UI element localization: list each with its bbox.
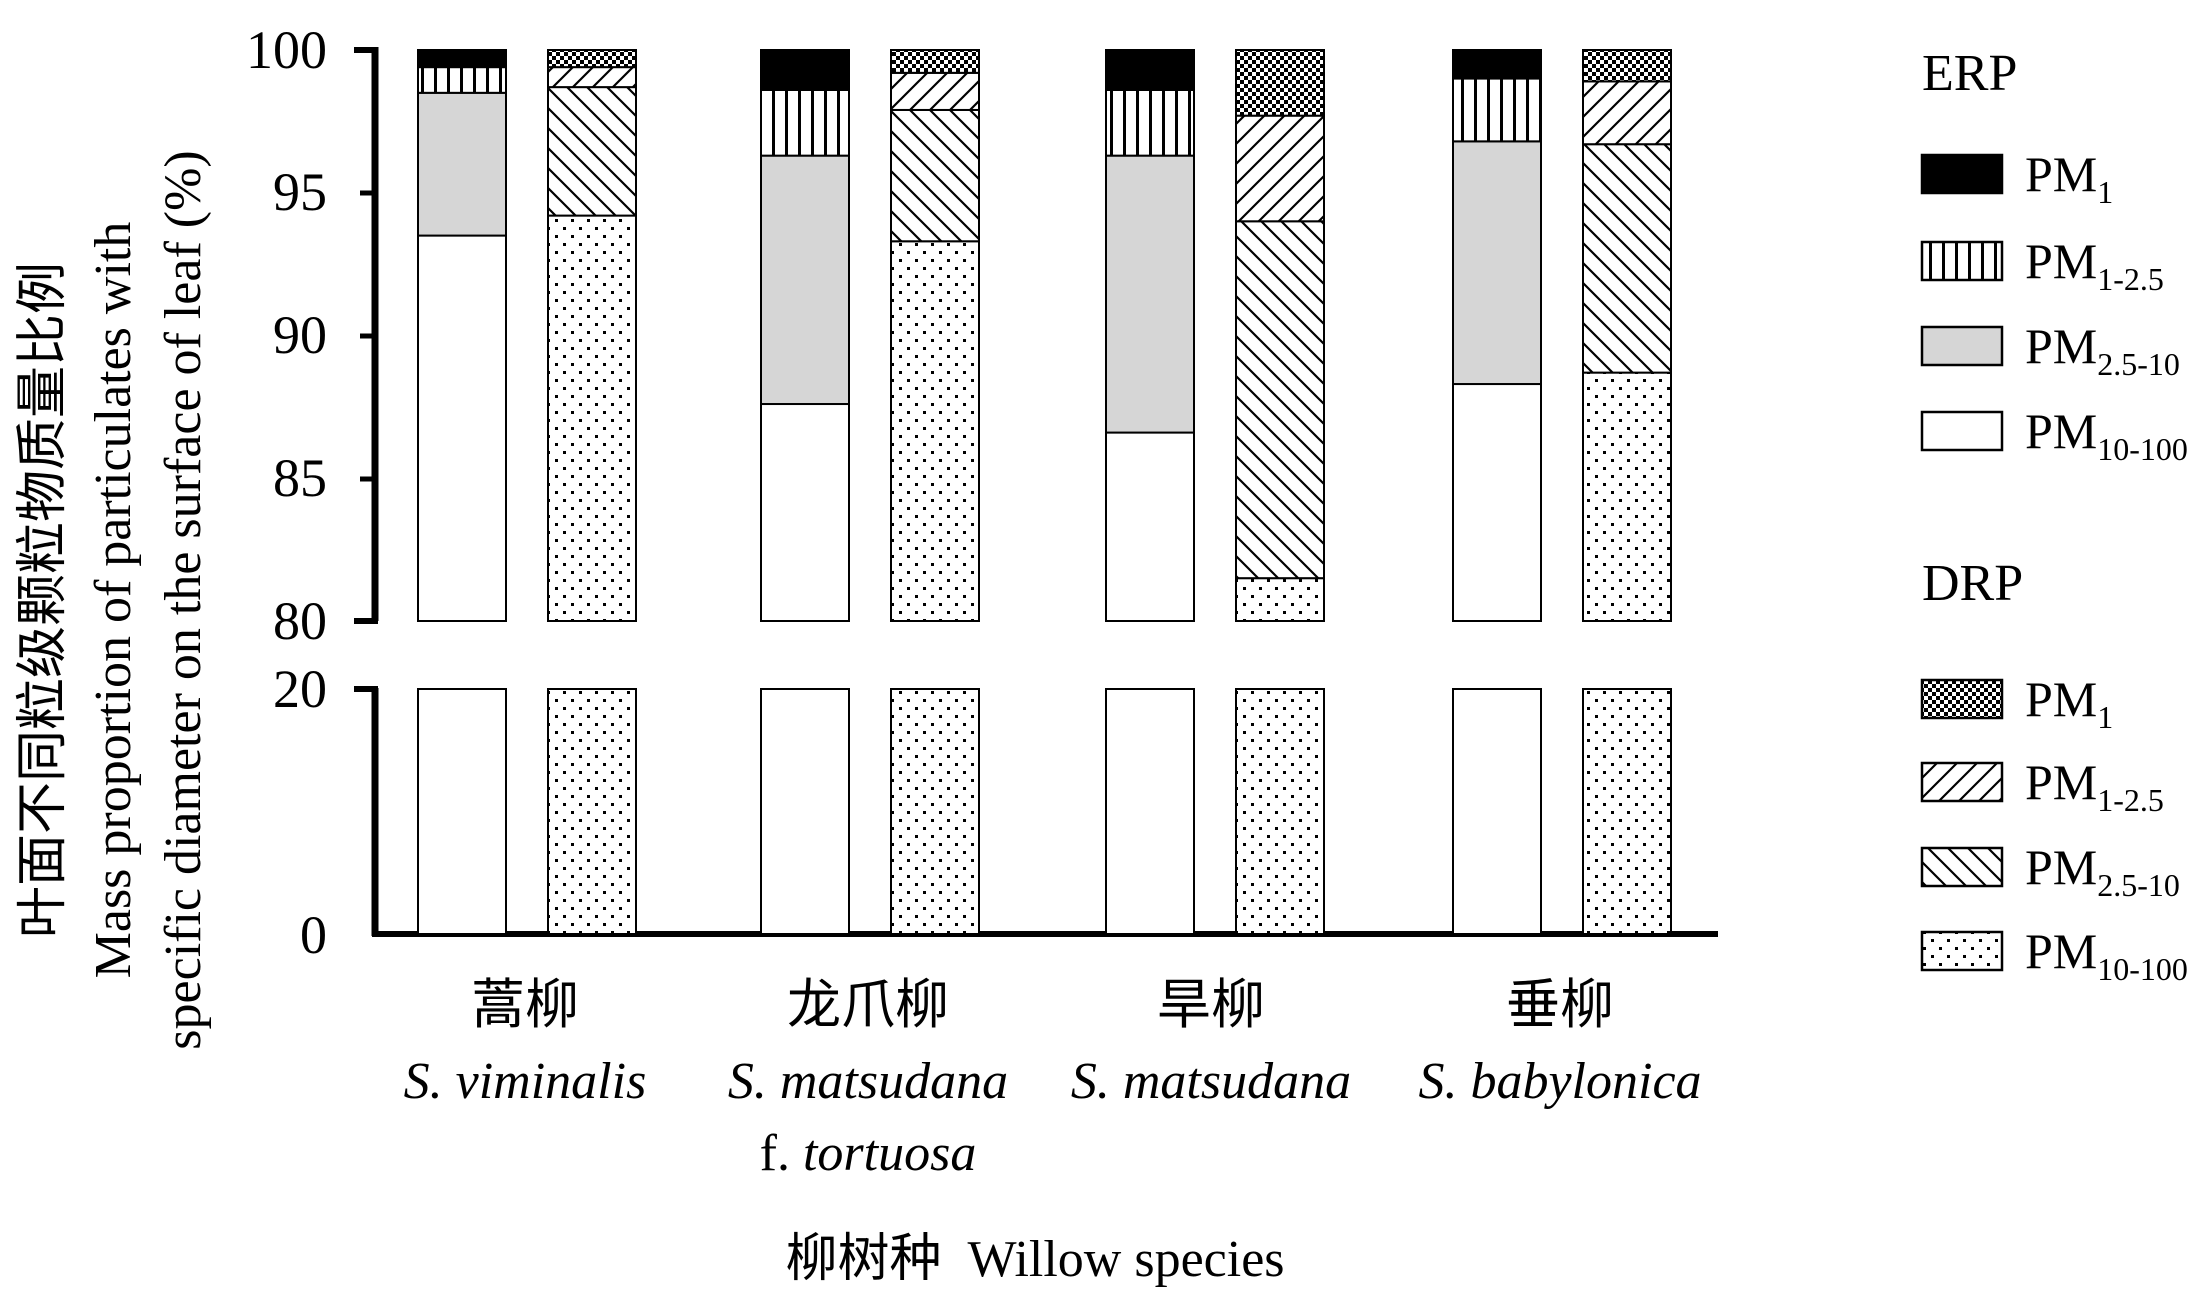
y-axis-title-en-line2: specific diameter on the surface of leaf…	[155, 150, 212, 1049]
erp-bar-segment-pm2.5-10	[1105, 154, 1195, 434]
drp-bar-segment-pm2.5-10	[1235, 220, 1325, 580]
drp-bar-segment-pm2.5-10	[547, 86, 637, 217]
drp-bar-lower-segment	[1235, 688, 1325, 935]
drp-bar-segment-pm1	[1235, 49, 1325, 117]
y-tick-label: 0	[300, 905, 327, 965]
y-axis-upper	[354, 47, 379, 624]
erp-bar-segment-pm10-100	[760, 403, 850, 622]
legend-swatch	[1920, 846, 2004, 888]
y-tick-label: 100	[246, 20, 327, 80]
legend-label: PM10-100	[2025, 923, 2188, 987]
category-label-cn: 龙爪柳	[787, 975, 949, 1035]
erp-bar-segment-pm2.5-10	[417, 91, 507, 237]
legend-swatch	[1920, 410, 2004, 452]
legend-label: PM1	[2025, 671, 2113, 735]
erp-bar-segment-pm1-2.5	[1105, 88, 1195, 157]
drp-bar-lower-segment	[547, 688, 637, 935]
drp-bar-segment-pm1-2.5	[1235, 114, 1325, 223]
drp-bar-segment-pm10-100	[890, 240, 980, 622]
y-axis-lower	[354, 686, 379, 936]
y-tick-label: 85	[273, 448, 327, 508]
form-abbrev: f.	[760, 1125, 803, 1182]
y-tick-label: 80	[273, 591, 327, 651]
category-label-cn: 旱柳	[1157, 975, 1265, 1035]
category-label-latin: S. matsudana	[728, 1053, 1008, 1110]
erp-bar-segment-pm1	[1105, 49, 1195, 91]
category-label-latin-line2: f. tortuosa	[760, 1125, 977, 1182]
drp-bar-lower-segment	[1582, 688, 1672, 935]
erp-bar-segment-pm1	[417, 49, 507, 69]
legend-title-drp: DRP	[1922, 555, 2023, 612]
legend-swatch	[1920, 153, 2004, 195]
drp-bar-segment-pm1	[1582, 49, 1672, 83]
drp-bar-segment-pm1-2.5	[890, 71, 980, 111]
y-tick-label: 90	[273, 305, 327, 365]
erp-bar-segment-pm1-2.5	[760, 88, 850, 157]
erp-bar-segment-pm1-2.5	[1452, 77, 1542, 143]
x-axis-title: 柳树种 Willow species	[785, 1231, 1284, 1288]
legend-swatch	[1920, 678, 2004, 720]
category-label-cn: 蒿柳	[471, 975, 579, 1035]
y-axis-title-cn: 叶面不同粒级颗粒物质量比例	[15, 262, 72, 938]
drp-bar-segment-pm10-100	[1235, 577, 1325, 622]
y-tick-label: 95	[273, 162, 327, 222]
legend-label: PM1-2.5	[2025, 754, 2164, 818]
category-label-latin: S. babylonica	[1418, 1053, 1701, 1110]
legend-label: PM2.5-10	[2025, 318, 2180, 382]
erp-bar-lower-segment	[1452, 688, 1542, 935]
drp-bar-segment-pm1	[547, 49, 637, 69]
erp-bar-segment-pm1	[760, 49, 850, 91]
bars	[417, 49, 1672, 935]
legend: ERPPM1PM1-2.5PM2.5-10PM10-100DRPPM1PM1-2…	[1920, 45, 2188, 987]
legend-title-erp: ERP	[1922, 45, 2017, 102]
erp-bar-lower-segment	[417, 688, 507, 935]
erp-bar-lower-segment	[760, 688, 850, 935]
category-label-cn: 垂柳	[1506, 975, 1614, 1035]
legend-swatch	[1920, 325, 2004, 367]
legend-label: PM10-100	[2025, 403, 2188, 467]
legend-label: PM1	[2025, 146, 2113, 210]
erp-bar-segment-pm2.5-10	[760, 154, 850, 406]
category-label-latin: S. viminalis	[404, 1053, 647, 1110]
erp-bar-segment-pm2.5-10	[1452, 140, 1542, 386]
erp-bar-segment-pm1	[1452, 49, 1542, 80]
legend-label: PM2.5-10	[2025, 839, 2180, 903]
legend-swatch	[1920, 240, 2004, 282]
drp-bar-lower-segment	[890, 688, 980, 935]
drp-bar-segment-pm1-2.5	[1582, 80, 1672, 146]
legend-swatch	[1920, 930, 2004, 972]
erp-bar-segment-pm1-2.5	[417, 66, 507, 94]
erp-bar-segment-pm10-100	[1452, 383, 1542, 622]
y-tick-label: 20	[273, 659, 327, 719]
drp-bar-segment-pm2.5-10	[890, 108, 980, 243]
erp-bar-lower-segment	[1105, 688, 1195, 935]
erp-bar-segment-pm10-100	[417, 234, 507, 622]
drp-bar-segment-pm1	[890, 49, 980, 74]
y-axis-title-en-line1: Mass proportion of particulates with	[85, 222, 142, 979]
legend-label: PM1-2.5	[2025, 233, 2164, 297]
category-label-latin: S. matsudana	[1071, 1053, 1351, 1110]
drp-bar-segment-pm1-2.5	[547, 66, 637, 89]
drp-bar-segment-pm10-100	[547, 214, 637, 622]
drp-bar-segment-pm10-100	[1582, 371, 1672, 622]
form-name: tortuosa	[803, 1125, 976, 1182]
erp-bar-segment-pm10-100	[1105, 431, 1195, 622]
drp-bar-segment-pm2.5-10	[1582, 143, 1672, 374]
legend-swatch	[1920, 761, 2004, 803]
